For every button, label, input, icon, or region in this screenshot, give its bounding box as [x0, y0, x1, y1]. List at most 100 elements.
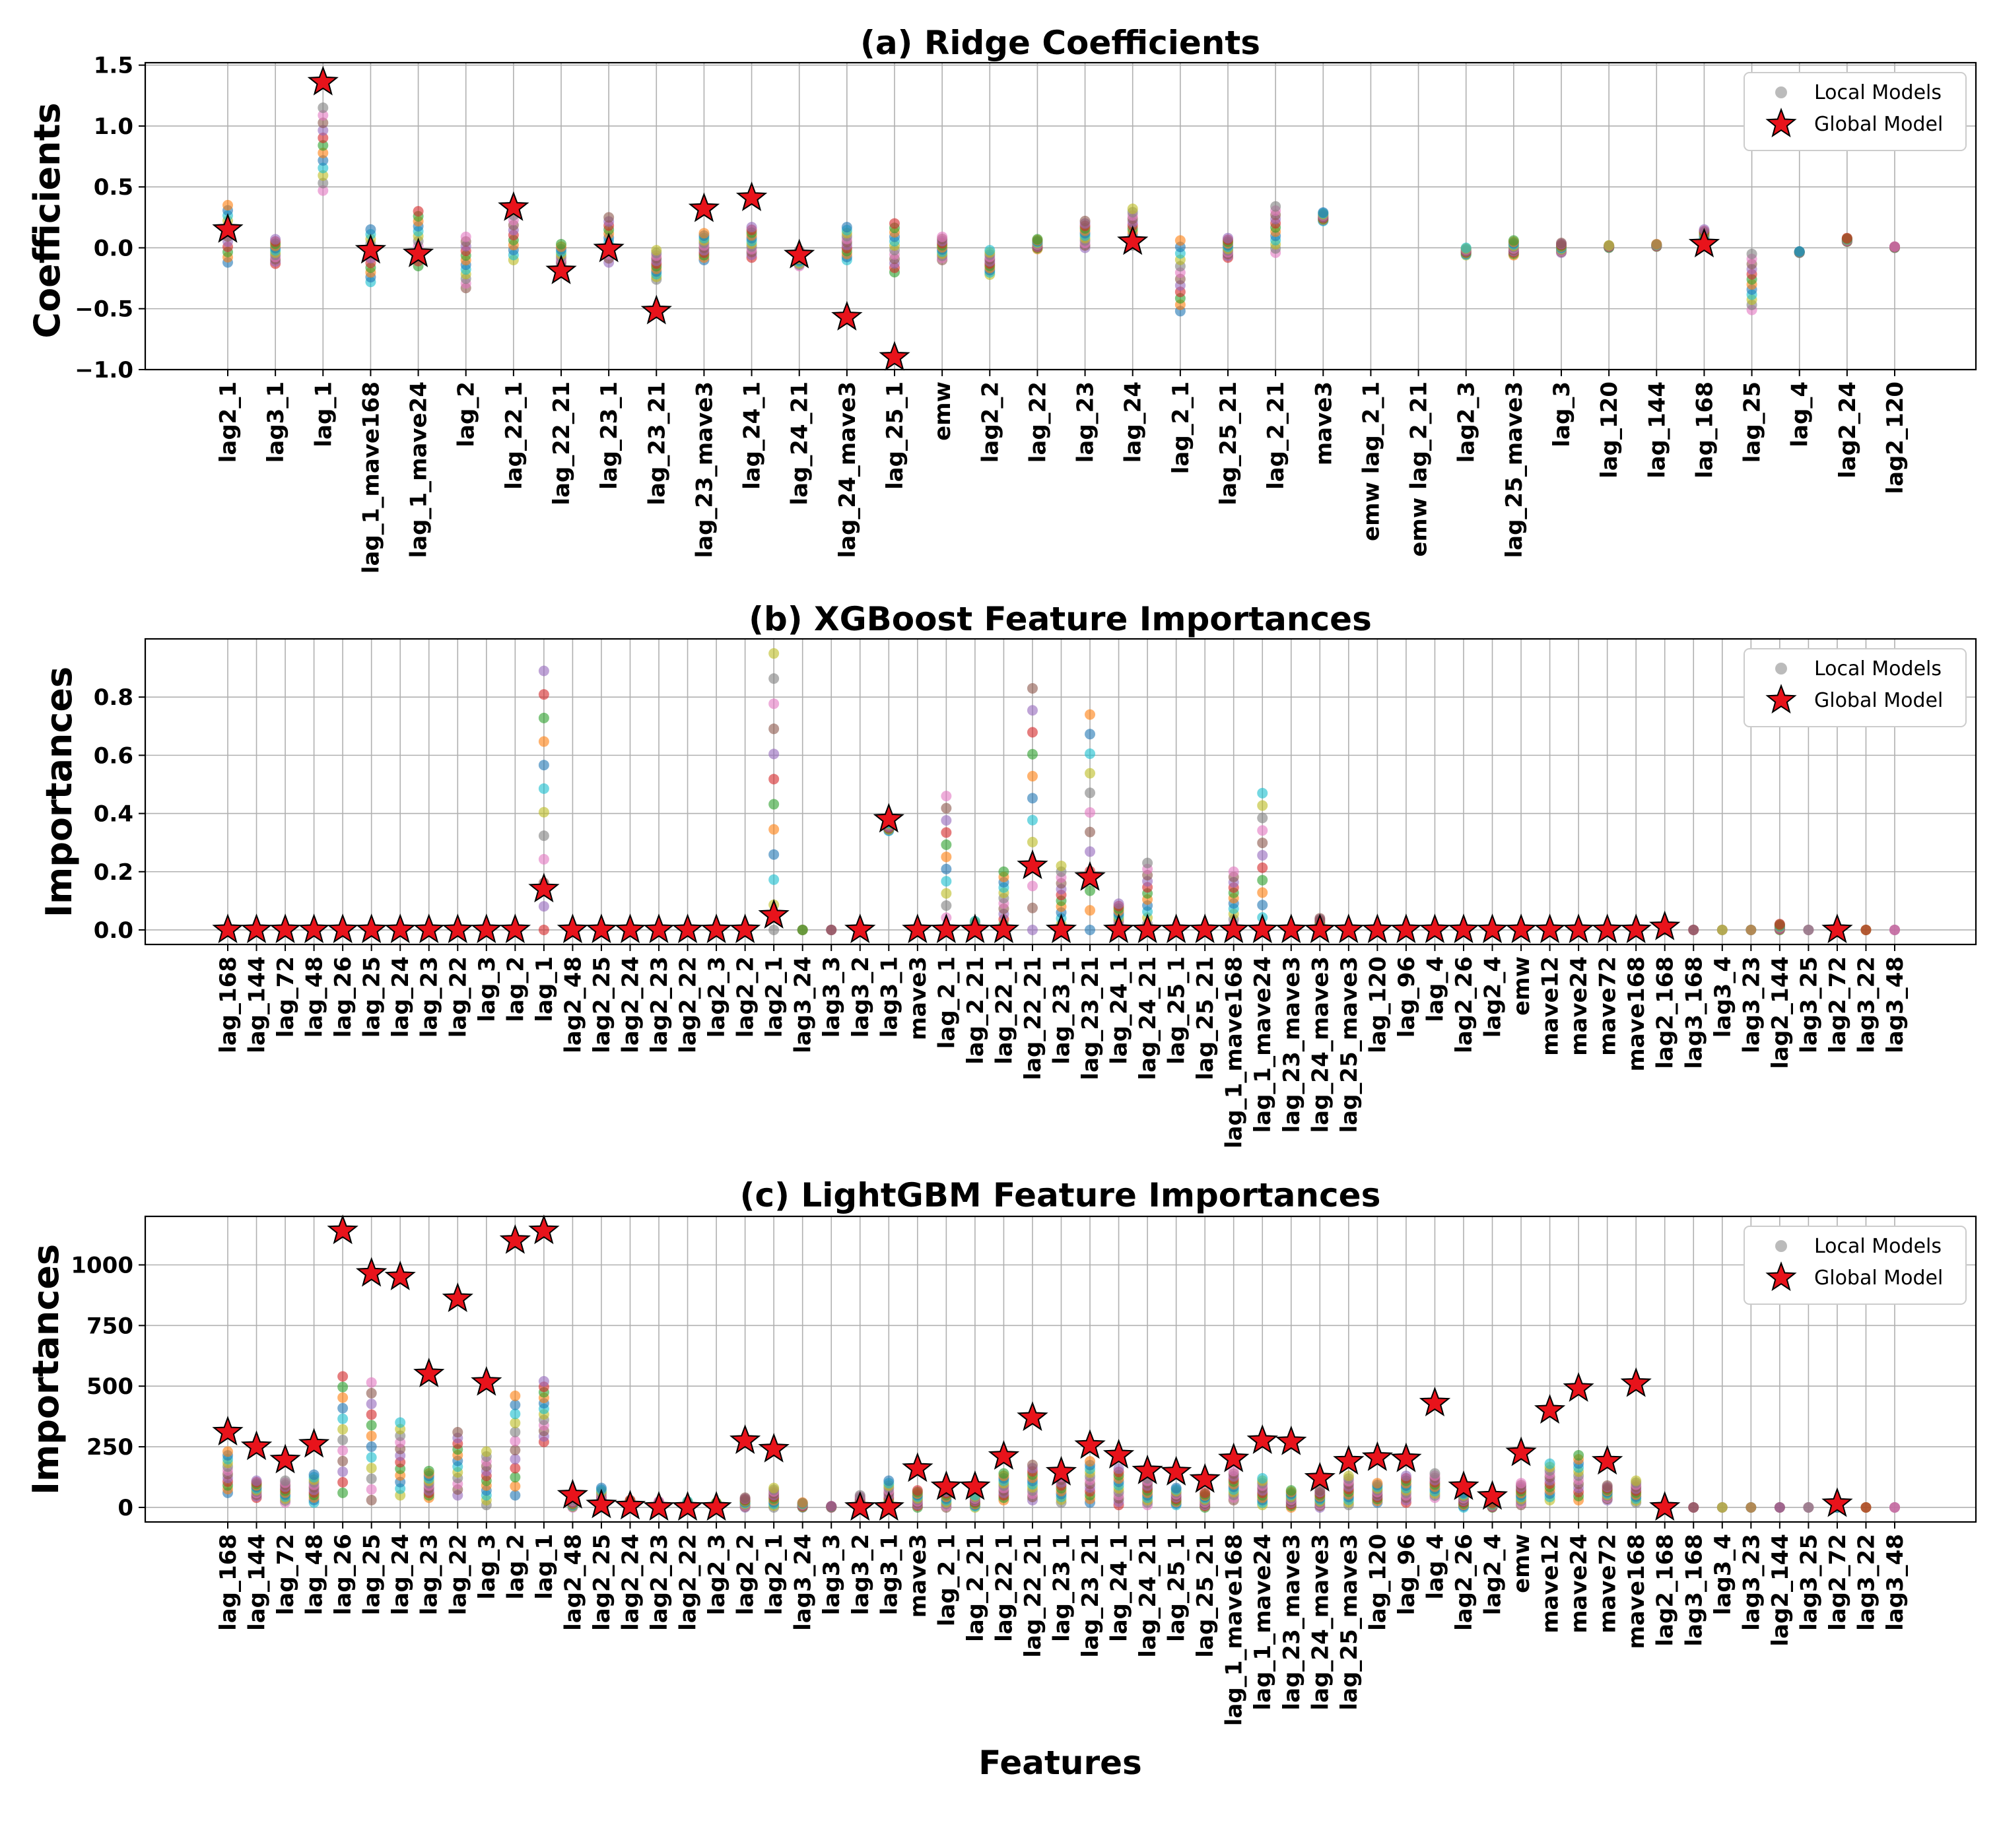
xgboost-local-point — [1085, 924, 1096, 935]
xgboost-local-point — [538, 760, 549, 771]
xgboost-global-star — [930, 913, 963, 944]
lightgbm-x-tick-label: lag_25 — [359, 1534, 386, 1615]
xgboost-local-point — [1027, 814, 1038, 826]
lightgbm-x-tick-label: lag2_23 — [646, 1534, 673, 1631]
ridge-local-point — [1651, 238, 1662, 249]
xgboost-local-point — [941, 839, 952, 850]
xgboost-global-star — [1189, 913, 1221, 944]
ridge-local-point — [318, 125, 329, 136]
lightgbm-local-point — [337, 1371, 349, 1382]
lightgbm-local-point — [1602, 1480, 1613, 1491]
xgboost-local-point — [1257, 838, 1268, 849]
ridge-local-point — [318, 178, 329, 189]
xgboost-local-point — [1085, 787, 1096, 799]
lightgbm-local-point — [510, 1390, 521, 1401]
lightgbm-global-star — [758, 1432, 790, 1463]
ridge-global-star — [545, 254, 577, 284]
xgboost-local-point — [941, 791, 952, 802]
xgboost-global-star — [988, 913, 1020, 944]
xgboost-global-star — [1620, 913, 1652, 944]
lightgbm-local-point — [337, 1487, 349, 1498]
lightgbm-local-point — [826, 1501, 837, 1512]
lightgbm-x-tick-label: lag2_168 — [1652, 1534, 1679, 1647]
xgboost-x-tick-label: lag_2_21 — [963, 956, 989, 1065]
lightgbm-global-star — [1189, 1463, 1221, 1493]
xgboost-global-star — [528, 873, 560, 903]
xgboost-global-star — [700, 913, 732, 944]
ridge-x-tick-label: lag_22 — [1025, 381, 1051, 463]
xgboost-global-star — [902, 913, 933, 944]
ridge-global-star — [212, 213, 244, 243]
lightgbm-local-point — [366, 1387, 377, 1399]
ridge-x-tick-label: lag_22_21 — [549, 381, 575, 506]
xgboost-local-point — [768, 799, 780, 810]
lightgbm-local-point — [912, 1485, 923, 1496]
ridge-local-point — [318, 102, 329, 114]
lightgbm-global-star — [1476, 1480, 1508, 1510]
lightgbm-global-star — [557, 1478, 589, 1509]
xgboost-x-tick-label: lag_1_mave168 — [1221, 956, 1248, 1148]
ridge-legend-star-icon — [1765, 108, 1797, 138]
lightgbm-global-star — [212, 1416, 244, 1446]
lightgbm-x-tick-label: lag3_4 — [1710, 1534, 1736, 1615]
lightgbm-x-tick-label: lag2_22 — [675, 1534, 702, 1631]
xgboost-local-point — [1774, 919, 1785, 930]
xgboost-local-point — [797, 924, 808, 935]
lightgbm-global-star — [1534, 1394, 1566, 1424]
xgboost-chart-title: (b) XGBoost Feature Importances — [749, 600, 1372, 638]
lightgbm-local-point — [510, 1436, 521, 1447]
ridge-x-tick-label: lag_2_1 — [1168, 381, 1194, 474]
lightgbm-global-star — [499, 1224, 531, 1254]
xgboost-local-point — [1228, 866, 1239, 877]
xgboost-local-point — [538, 924, 549, 935]
lightgbm-x-tick-label: lag_4 — [1422, 1534, 1448, 1600]
lightgbm-global-star — [671, 1491, 704, 1521]
xgboost-local-point — [1257, 787, 1268, 799]
ridge-local-point — [937, 231, 948, 242]
xgboost-local-point — [1085, 768, 1096, 779]
lightgbm-x-tick-label: lag3_25 — [1796, 1534, 1822, 1631]
xgboost-local-point — [538, 712, 549, 723]
xgboost-local-point — [1113, 898, 1124, 909]
ridge-local-point — [318, 132, 329, 143]
ridge-x-tick-label: lag_25_mave3 — [1501, 381, 1528, 558]
ridge-x-tick-label: lag_22_1 — [501, 381, 527, 490]
lightgbm-x-tick-label: mave24 — [1566, 1534, 1592, 1634]
ridge-global-star — [735, 181, 768, 211]
ridge-x-tick-label: lag_24 — [1120, 381, 1147, 463]
xgboost-local-point — [1257, 849, 1268, 861]
lightgbm-local-point — [1774, 1502, 1785, 1513]
lightgbm-local-point — [1544, 1458, 1555, 1469]
xgboost-local-point — [941, 803, 952, 814]
lightgbm-x-tick-label: lag_72 — [273, 1534, 299, 1615]
xgboost-local-point — [1889, 924, 1900, 935]
xgboost-local-point — [998, 866, 1009, 877]
xgboost-y-tick-label: 0.2 — [94, 859, 133, 886]
lightgbm-local-point — [337, 1424, 349, 1435]
xgboost-local-point — [941, 900, 952, 911]
xgboost-local-point — [1257, 900, 1268, 911]
lightgbm-x-tick-label: lag3_24 — [790, 1534, 817, 1631]
xgboost-local-point — [538, 783, 549, 794]
xgboost-x-tick-label: lag2_24 — [617, 956, 644, 1053]
lightgbm-global-star — [959, 1470, 991, 1500]
lightgbm-local-point — [510, 1490, 521, 1501]
ridge-x-tick-label: lag_23_mave3 — [691, 381, 718, 558]
ridge-local-point — [1556, 238, 1567, 249]
xgboost-local-point — [538, 853, 549, 865]
ridge-legend-local-marker — [1775, 86, 1787, 98]
xgboost-x-tick-label: lag2_23 — [646, 956, 673, 1053]
xgboost-y-axis-label: Importances — [38, 667, 80, 917]
ridge-local-point — [222, 199, 233, 211]
lightgbm-x-tick-label: lag3_2 — [848, 1534, 874, 1615]
lightgbm-local-point — [1228, 1465, 1239, 1476]
xgboost-global-star — [1045, 913, 1077, 944]
ridge-local-point — [1079, 215, 1091, 226]
lightgbm-global-star — [1649, 1491, 1681, 1521]
lightgbm-local-point — [510, 1445, 521, 1456]
lightgbm-global-star — [471, 1366, 502, 1396]
xgboost-x-tick-label: lag_3 — [474, 956, 500, 1022]
lightgbm-local-point — [366, 1399, 377, 1410]
ridge-global-star — [640, 294, 672, 325]
